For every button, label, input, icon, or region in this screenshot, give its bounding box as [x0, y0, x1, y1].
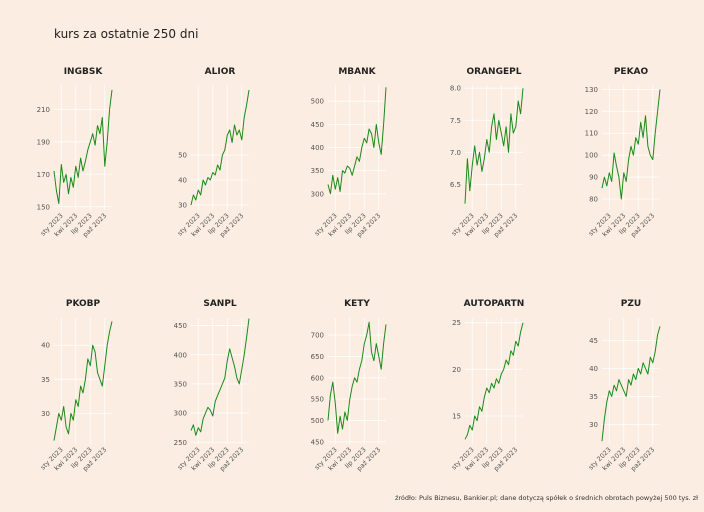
y-tick-label: 30 [178, 202, 187, 210]
y-tick-label: 8.0 [450, 85, 461, 93]
y-tick-label: 50 [178, 152, 187, 160]
panel-title: PEKAO [614, 67, 649, 77]
source-caption: źródło: Puls Biznesu, Bankier.pl; dane d… [395, 494, 698, 502]
y-tick-label: 25 [452, 319, 461, 327]
panel-title: ALIOR [205, 67, 236, 77]
y-tick-label: 20 [452, 366, 461, 374]
y-tick-label: 400 [311, 144, 324, 152]
y-tick-label: 40 [589, 365, 598, 373]
y-tick-label: 450 [311, 121, 324, 129]
price-line [601, 326, 661, 442]
price-line [53, 321, 113, 441]
y-tick-label: 45 [589, 337, 598, 345]
chart-title: kurs za ostatnie 250 dni [54, 27, 198, 41]
y-tick-label: 150 [37, 203, 50, 211]
y-tick-label: 100 [585, 152, 598, 160]
y-tick-label: 300 [311, 190, 324, 198]
y-tick-label: 650 [311, 353, 324, 361]
price-line [190, 318, 250, 436]
price-line [190, 89, 250, 206]
y-tick-label: 7.5 [450, 117, 461, 125]
y-tick-label: 550 [311, 396, 324, 404]
y-tick-label: 350 [311, 167, 324, 175]
price-line [464, 322, 524, 440]
y-tick-label: 30 [41, 410, 50, 418]
y-tick-label: 7.0 [450, 149, 461, 157]
panel-title: SANPL [203, 299, 237, 309]
panel-title: AUTOPARTN [464, 299, 525, 309]
y-tick-label: 40 [178, 177, 187, 185]
y-tick-label: 210 [37, 106, 50, 114]
y-tick-label: 700 [311, 332, 324, 340]
y-tick-label: 110 [585, 130, 598, 138]
panel-title: INGBSK [64, 67, 104, 77]
y-tick-label: 130 [585, 86, 598, 94]
y-tick-label: 500 [311, 98, 324, 106]
price-line [327, 87, 387, 195]
y-tick-label: 190 [37, 138, 50, 146]
y-tick-label: 500 [311, 417, 324, 425]
y-tick-label: 35 [589, 393, 598, 401]
panel-title: PKOBP [66, 299, 101, 309]
y-tick-label: 250 [174, 439, 187, 447]
price-line [53, 89, 113, 204]
panel-title: MBANK [338, 67, 376, 77]
y-tick-label: 6.5 [450, 181, 461, 189]
y-tick-label: 300 [174, 410, 187, 418]
y-tick-label: 80 [589, 196, 598, 204]
price-line [327, 321, 387, 434]
panel-title: ORANGEPL [467, 67, 522, 77]
y-tick-label: 30 [589, 421, 598, 429]
y-tick-label: 350 [174, 380, 187, 388]
y-tick-label: 40 [41, 342, 50, 350]
panel-title: PZU [621, 299, 641, 309]
y-tick-label: 600 [311, 374, 324, 382]
y-tick-label: 170 [37, 171, 50, 179]
price-line [601, 89, 661, 200]
y-tick-label: 90 [589, 174, 598, 182]
panel-title: KETY [344, 299, 370, 309]
y-tick-label: 450 [174, 322, 187, 330]
y-tick-label: 400 [174, 351, 187, 359]
y-tick-label: 15 [452, 413, 461, 421]
y-tick-label: 35 [41, 376, 50, 384]
price-line [464, 88, 524, 204]
y-tick-label: 120 [585, 108, 598, 116]
y-tick-label: 450 [311, 438, 324, 446]
